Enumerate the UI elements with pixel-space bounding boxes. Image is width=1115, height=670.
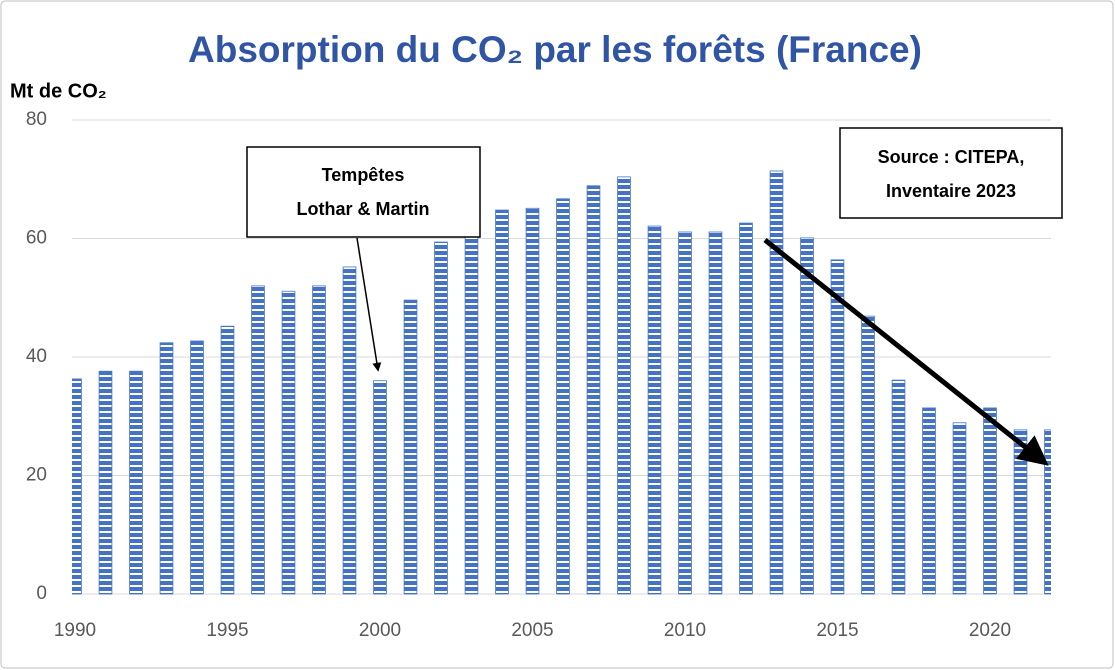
bar [129,370,143,595]
x-tick-label: 2010 [664,620,706,641]
y-tick-label: 20 [26,465,47,486]
bar [891,379,906,595]
annotation-arrow [356,237,382,372]
bar [312,285,326,595]
bar [525,207,540,595]
bar [342,266,357,595]
bar [220,325,235,595]
bar [403,299,418,595]
source-text: Inventaire 2023 [886,181,1016,201]
bar [983,407,997,595]
source-text: Source : CITEPA, [878,147,1025,167]
bar [464,224,479,595]
x-tick-label: 2015 [816,620,858,641]
bar [556,198,570,595]
bar [586,185,601,595]
bars [72,170,1051,595]
x-tick-label: 2020 [969,620,1011,641]
bar [952,422,967,595]
bar [647,225,662,595]
bar [922,407,936,595]
bar [281,290,296,595]
annotation-box [246,146,481,238]
bar [861,315,875,595]
bar [1044,429,1051,595]
source-box [839,127,1063,219]
bar [678,231,692,595]
y-tick-label: 80 [26,109,47,130]
bar [373,380,387,595]
chart-title: Absorption du CO₂ par les forêts (France… [188,29,922,70]
x-tick-label: 2000 [359,620,401,641]
bar [739,222,753,595]
y-tick-label: 40 [26,346,47,367]
bar [98,370,113,595]
x-tick-label: 1990 [54,620,96,641]
bar [617,176,631,595]
bar [434,241,448,595]
bar [830,259,845,595]
bar [708,231,723,595]
annotation-text: Lothar & Martin [297,199,430,219]
y-tick-label: 0 [36,583,47,604]
trend-arrow [763,238,1049,466]
x-tick-label: 2005 [511,620,553,641]
annotation-text: Tempêtes [322,165,405,185]
bar [800,237,814,595]
y-tick-label: 60 [26,228,47,249]
bar [159,342,174,595]
y-axis-label: Mt de CO₂ [10,80,107,102]
bar [1013,429,1028,595]
bar [251,285,265,595]
x-tick-label: 1995 [206,620,248,641]
bar [72,378,82,595]
bar [769,170,784,595]
labels: 0 20 40 60 80 1990 1995 2000 2005 2010 2015 2020 [26,109,1011,641]
bar [190,340,204,595]
bar [495,209,509,595]
